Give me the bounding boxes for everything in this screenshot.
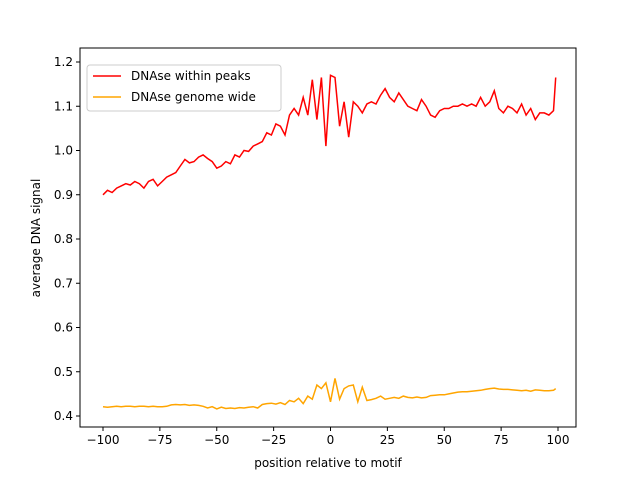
legend-box <box>86 64 282 112</box>
x-tick-label: −75 <box>147 433 172 447</box>
x-tick-label: −25 <box>261 433 286 447</box>
x-tick-label: 50 <box>437 433 452 447</box>
series-line-1 <box>102 378 557 410</box>
legend: DNAse within peaks DNAse genome wide <box>86 64 282 112</box>
x-axis-label: position relative to motif <box>254 456 402 470</box>
x-tick-label: −100 <box>87 433 120 447</box>
y-tick-label: 0.9 <box>54 188 73 202</box>
y-tick-label: 0.8 <box>54 232 73 246</box>
x-tick-label: −50 <box>204 433 229 447</box>
x-tick-label: 25 <box>380 433 395 447</box>
y-tick-label: 0.6 <box>54 321 73 335</box>
y-tick-label: 0.5 <box>54 365 73 379</box>
series-line-0 <box>102 74 557 196</box>
x-tick-label: 0 <box>327 433 335 447</box>
legend-label-within-peaks: DNAse within peaks <box>131 69 251 83</box>
y-axis-label: average DNA signal <box>29 179 43 298</box>
y-tick-label: 1.0 <box>54 144 73 158</box>
x-tick-label: 100 <box>547 433 570 447</box>
y-tick-label: 1.1 <box>54 99 73 113</box>
y-tick-label: 1.2 <box>54 55 73 69</box>
y-tick-label: 0.7 <box>54 276 73 290</box>
y-tick-label: 0.4 <box>54 409 73 423</box>
plot-frame <box>79 47 577 428</box>
x-tick-label: 75 <box>493 433 508 447</box>
legend-label-genome-wide: DNAse genome wide <box>131 90 256 104</box>
